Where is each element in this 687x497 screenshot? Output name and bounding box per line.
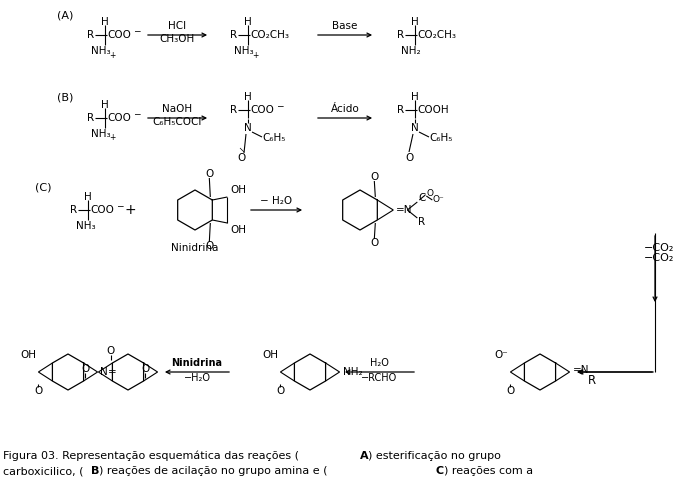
Text: −CO₂: −CO₂ [644, 243, 674, 253]
Text: +: + [109, 134, 115, 143]
Text: ) reações com a: ) reações com a [444, 466, 533, 476]
Text: O: O [34, 386, 43, 396]
Text: =N: =N [396, 205, 413, 215]
Text: N: N [411, 123, 419, 133]
Text: COOH: COOH [417, 105, 449, 115]
Text: − H₂O: − H₂O [260, 196, 292, 206]
Text: Ácido: Ácido [330, 104, 359, 114]
Text: R: R [418, 217, 425, 227]
Text: Ninidrina: Ninidrina [172, 358, 223, 368]
Text: NH₃: NH₃ [234, 46, 254, 56]
Text: −: − [276, 101, 284, 110]
Text: COO: COO [107, 113, 131, 123]
Text: H: H [244, 92, 252, 102]
Text: O: O [506, 386, 515, 396]
Text: C₆H₅: C₆H₅ [429, 133, 452, 143]
Text: OH: OH [21, 350, 36, 360]
Text: N: N [100, 367, 107, 377]
Text: O: O [238, 153, 246, 163]
Text: O: O [106, 346, 115, 356]
Text: O⁻: O⁻ [432, 195, 444, 204]
Text: OH: OH [230, 185, 247, 195]
Text: O: O [370, 238, 379, 248]
Text: −: − [133, 26, 141, 35]
Text: R: R [230, 30, 238, 40]
Text: H: H [101, 100, 109, 110]
Text: HCl: HCl [168, 21, 186, 31]
Text: ) reações de acilação no grupo amina e (: ) reações de acilação no grupo amina e ( [99, 466, 328, 476]
Text: ) esterificação no grupo: ) esterificação no grupo [368, 451, 501, 461]
Text: C: C [418, 193, 426, 203]
Text: H: H [411, 17, 419, 27]
Text: (C): (C) [35, 183, 52, 193]
Text: NH₂: NH₂ [401, 46, 420, 56]
Text: COO: COO [107, 30, 131, 40]
Text: H: H [101, 17, 109, 27]
Text: −RCHO: −RCHO [361, 373, 398, 383]
Text: carboxicilico, (: carboxicilico, ( [3, 466, 84, 476]
Text: =: = [108, 367, 116, 377]
Text: COO: COO [90, 205, 114, 215]
Text: −: − [116, 201, 124, 211]
Text: H₂O: H₂O [370, 358, 389, 368]
Text: R: R [87, 30, 95, 40]
Text: OH: OH [230, 225, 247, 235]
Text: O: O [276, 386, 284, 396]
Text: R: R [587, 374, 596, 387]
Text: +: + [124, 203, 136, 217]
Text: COO: COO [250, 105, 274, 115]
Text: NH₃: NH₃ [76, 221, 95, 231]
Text: C₆H₅COCl: C₆H₅COCl [153, 117, 202, 127]
Text: Figura 03. Representação esquemática das reações (: Figura 03. Representação esquemática das… [3, 451, 299, 461]
Text: (A): (A) [57, 10, 74, 20]
Text: NH₃: NH₃ [91, 129, 111, 139]
Text: A: A [360, 451, 369, 461]
Text: O: O [205, 169, 214, 179]
Text: N: N [244, 123, 252, 133]
Text: O: O [405, 153, 413, 163]
Text: R: R [398, 105, 405, 115]
Text: −: − [133, 109, 141, 118]
Text: O: O [427, 189, 433, 198]
Text: NH₂: NH₂ [343, 367, 362, 377]
Text: NaOH: NaOH [162, 104, 192, 114]
Text: Ninidrina: Ninidrina [171, 243, 218, 253]
Text: H: H [84, 192, 92, 202]
Text: CO₂CH₃: CO₂CH₃ [417, 30, 456, 40]
Text: CO₂CH₃: CO₂CH₃ [250, 30, 289, 40]
Text: NH₃: NH₃ [91, 46, 111, 56]
Text: O: O [82, 364, 90, 374]
Text: +: + [109, 51, 115, 60]
Text: CH₃OH: CH₃OH [159, 34, 194, 44]
Text: O: O [370, 172, 379, 182]
Text: Base: Base [333, 21, 358, 31]
Text: R: R [230, 105, 238, 115]
Text: C₆H₅: C₆H₅ [262, 133, 285, 143]
Text: −H₂O: −H₂O [183, 373, 210, 383]
Text: O: O [205, 241, 214, 251]
Text: O⁻: O⁻ [495, 350, 508, 360]
Text: O: O [142, 364, 150, 374]
Text: =N: =N [572, 365, 589, 375]
Text: R: R [398, 30, 405, 40]
Text: (B): (B) [57, 93, 74, 103]
Text: OH: OH [262, 350, 278, 360]
Text: R: R [87, 113, 95, 123]
Text: B: B [91, 466, 100, 476]
Text: H: H [411, 92, 419, 102]
Text: +: + [252, 51, 258, 60]
Text: H: H [244, 17, 252, 27]
Text: C: C [436, 466, 444, 476]
Text: R: R [71, 205, 78, 215]
Text: −CO₂: −CO₂ [644, 253, 674, 263]
